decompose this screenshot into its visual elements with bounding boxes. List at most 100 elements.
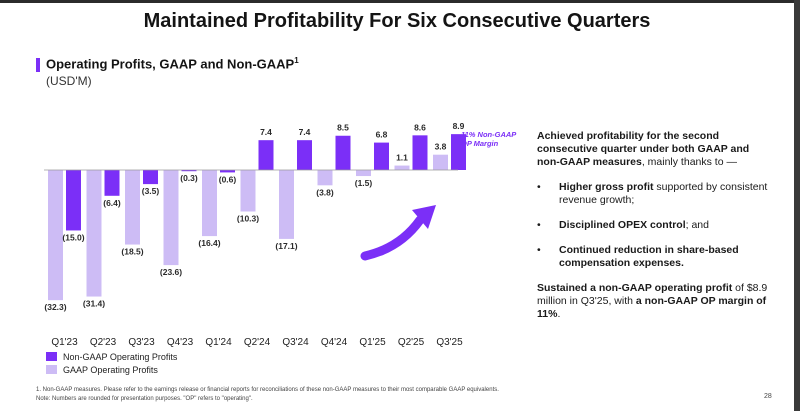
- non-gaap-bar: [258, 140, 274, 170]
- x-tick-label: Q3'24: [282, 337, 309, 348]
- non-gaap-data-label: 8.9: [453, 121, 465, 131]
- legend-item-gaap: GAAP Operating Profits: [46, 363, 177, 376]
- summary-bold-1: Sustained a non-GAAP operating profit: [537, 282, 733, 294]
- summary-text-1: of $8.9 million in Q3'25, with: [537, 282, 768, 307]
- gaap-data-label: (16.4): [198, 238, 220, 248]
- non-gaap-bar: [297, 140, 312, 170]
- bullet-bold-text: Disciplined OPEX control: [559, 219, 686, 231]
- non-gaap-data-label: (6.4): [103, 198, 121, 208]
- gaap-bar: [125, 170, 140, 245]
- gaap-data-label: (3.8): [316, 187, 334, 197]
- chart-title-text: Operating Profits, GAAP and Non-GAAP: [46, 56, 295, 72]
- non-gaap-data-label: 8.5: [337, 123, 349, 133]
- gaap-data-label: 3.8: [435, 142, 447, 152]
- commentary-bullet-text: Disciplined OPEX control; and: [559, 219, 709, 232]
- gaap-data-label: (17.1): [275, 241, 297, 251]
- non-gaap-data-label: (0.3): [180, 173, 198, 183]
- bullet-bold-text: Higher gross profit: [559, 181, 654, 193]
- slide-title: Maintained Profitability For Six Consecu…: [143, 10, 651, 32]
- non-gaap-data-label: (0.6): [219, 174, 237, 184]
- commentary-panel: Achieved profitability for the second co…: [537, 130, 772, 321]
- x-tick-label: Q3'25: [436, 337, 463, 348]
- op-margin-annotation: 11% Non-GAAP OP Margin: [461, 130, 517, 148]
- legend-label-non-gaap: Non-GAAP Operating Profits: [63, 351, 178, 362]
- gaap-bar: [48, 170, 63, 301]
- non-gaap-bar: [220, 170, 235, 173]
- bullet-plain-text: supported by consistent revenue growth;: [559, 181, 768, 206]
- non-gaap-bar: [451, 134, 466, 170]
- x-tick-label: Q1'24: [205, 337, 232, 348]
- gaap-data-label: (1.5): [355, 178, 373, 188]
- window-right-edge: [794, 0, 800, 411]
- non-gaap-bar: [181, 170, 197, 172]
- non-gaap-data-label: 6.8: [376, 130, 388, 140]
- bullet-plain-text: ; and: [685, 219, 709, 231]
- x-tick-label: Q2'25: [398, 337, 425, 348]
- non-gaap-bar: [104, 170, 120, 196]
- page-number: 28: [764, 393, 772, 400]
- non-gaap-data-label: (3.5): [142, 186, 160, 196]
- gaap-data-label: (31.4): [83, 299, 105, 309]
- gaap-data-label: (10.3): [237, 214, 259, 224]
- gaap-bar: [163, 170, 179, 266]
- gaap-data-label: 1.1: [396, 153, 408, 163]
- commentary-bullet: • Continued reduction in share-based comp…: [537, 244, 772, 270]
- non-gaap-bar: [143, 170, 158, 185]
- summary-text-2: .: [557, 308, 561, 320]
- gaap-bar: [240, 170, 256, 212]
- chart-title: Operating Profits, GAAP and Non-GAAP1: [46, 56, 299, 71]
- chart-unit-label: (USD'M): [46, 74, 92, 88]
- gaap-data-label: (23.6): [160, 267, 182, 277]
- non-gaap-data-label: 8.6: [414, 122, 426, 132]
- x-tick-label: Q4'24: [321, 337, 348, 348]
- gaap-bar: [317, 170, 333, 186]
- footnote-note: Note: Numbers are rounded for presentati…: [36, 396, 253, 402]
- bullet-dot-icon: •: [537, 219, 541, 231]
- non-gaap-bar: [374, 142, 389, 170]
- footnote-1: 1. Non-GAAP measures. Please refer to th…: [36, 387, 499, 393]
- non-gaap-bar: [412, 135, 428, 170]
- commentary-bullet: • Higher gross profit supported by consis…: [537, 181, 772, 207]
- legend-swatch-non-gaap: [46, 352, 57, 361]
- non-gaap-data-label: (15.0): [62, 232, 84, 242]
- x-tick-label: Q2'23: [90, 337, 117, 348]
- x-tick-label: Q1'23: [51, 337, 78, 348]
- trend-arrow-head-icon: [412, 205, 436, 229]
- gaap-bar: [86, 170, 102, 297]
- commentary-bullet: • Disciplined OPEX control; and: [537, 219, 772, 232]
- footnote-marker: 1: [294, 56, 299, 65]
- footnotes: 1. Non-GAAP measures. Please refer to th…: [36, 386, 499, 404]
- commentary-bullet-text: Continued reduction in share-based compe…: [559, 244, 772, 270]
- slide-top-border: [0, 0, 800, 3]
- non-gaap-data-label: 7.4: [299, 127, 311, 137]
- gaap-data-label: (32.3): [44, 302, 66, 312]
- bullet-bold-text: Continued reduction in share-based compe…: [559, 244, 739, 269]
- x-tick-label: Q1'25: [359, 337, 386, 348]
- summary-bold-2: a non-GAAP OP margin of 11%: [537, 295, 767, 320]
- commentary-bullet-text: Higher gross profit supported by consist…: [559, 181, 772, 207]
- chart-legend: Non-GAAP Operating Profits GAAP Operatin…: [46, 350, 177, 376]
- gaap-bar: [394, 165, 410, 170]
- trend-arrow-icon: [360, 215, 425, 261]
- section-accent-bar: [36, 58, 40, 72]
- commentary-bullet-list: • Higher gross profit supported by consis…: [537, 181, 772, 270]
- gaap-bar: [433, 154, 448, 170]
- x-tick-label: Q2'24: [244, 337, 271, 348]
- non-gaap-data-label: 7.4: [260, 127, 272, 137]
- gaap-bar: [279, 170, 294, 239]
- legend-swatch-gaap: [46, 365, 57, 374]
- commentary-intro: Achieved profitability for the second co…: [537, 130, 772, 169]
- bullet-dot-icon: •: [537, 244, 541, 256]
- commentary-summary: Sustained a non-GAAP operating profit of…: [537, 282, 772, 321]
- commentary-intro-bold: Achieved profitability for the second co…: [537, 130, 750, 168]
- non-gaap-bar: [335, 135, 351, 170]
- legend-label-gaap: GAAP Operating Profits: [63, 364, 158, 375]
- gaap-bar: [356, 170, 371, 177]
- non-gaap-bar: [66, 170, 81, 231]
- gaap-bar: [202, 170, 217, 237]
- x-tick-label: Q4'23: [167, 337, 194, 348]
- bullet-dot-icon: •: [537, 181, 541, 193]
- commentary-intro-tail: , mainly thanks to —: [641, 156, 737, 168]
- legend-item-non-gaap: Non-GAAP Operating Profits: [46, 350, 177, 363]
